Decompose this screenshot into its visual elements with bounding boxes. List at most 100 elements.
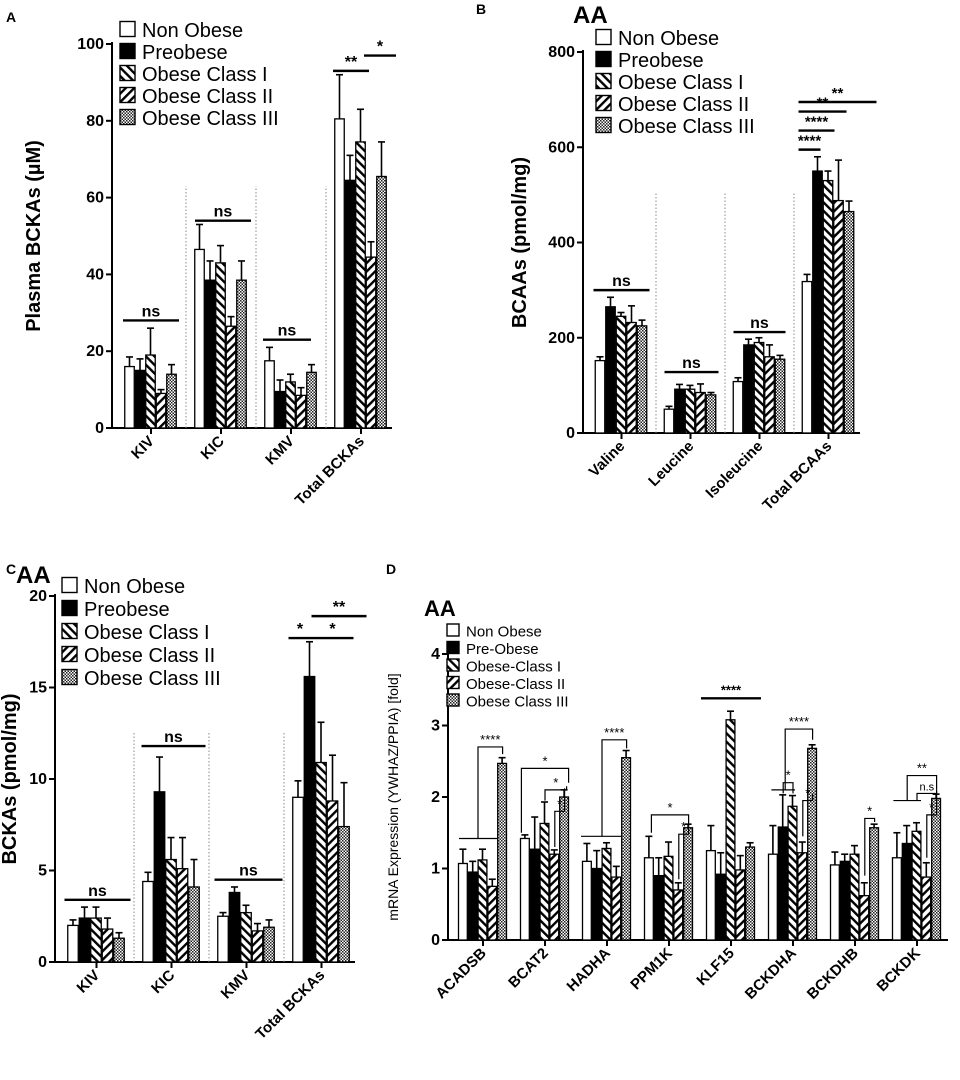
- bar: [338, 825, 350, 963]
- panel-label-c: C: [6, 561, 16, 577]
- sig-d-bckdha-3-text: *: [805, 786, 810, 801]
- bar: [236, 279, 247, 429]
- bar: [225, 325, 237, 429]
- bar: [674, 388, 685, 434]
- bar: [833, 199, 844, 434]
- bar: [901, 842, 912, 941]
- sig-d-ppm1k-1-text: *: [667, 800, 672, 815]
- sig-d-bckdha-2-bracket: [782, 782, 794, 794]
- sig-c-total-1-text: *: [297, 621, 304, 638]
- bar: [801, 280, 813, 434]
- sig-a-kic-text: ns: [214, 204, 233, 221]
- bar: [559, 796, 570, 941]
- sig-d-bckdhb-bracket: [864, 817, 876, 876]
- y-axis-label: mRNA Expression (YWHAZ/PPIA) [fold]: [385, 673, 401, 920]
- legend-swatch: [595, 94, 612, 112]
- sig-d-ppm1k-2-bracket: [678, 822, 690, 880]
- bar: [653, 875, 664, 941]
- bar: [715, 873, 726, 941]
- y-tick-label: 0: [431, 932, 440, 949]
- y-axis-label: BCAAs (pmol/mg): [509, 157, 531, 328]
- sig-c-total-3-text: **: [333, 599, 346, 616]
- bar: [594, 359, 606, 434]
- sig-d-bcat2-3-text: *: [557, 796, 562, 811]
- y-tick-label: 100: [77, 36, 104, 53]
- bar: [67, 924, 79, 963]
- y-tick-label: 600: [548, 139, 575, 156]
- bar: [355, 141, 366, 429]
- x-tick-label: Isoleucine: [702, 438, 766, 502]
- bar: [477, 859, 488, 941]
- sig-c-kic-text: ns: [164, 729, 183, 746]
- bar: [626, 321, 637, 434]
- sig-d-hadha-text: ****: [604, 725, 624, 740]
- y-tick-label: 40: [86, 266, 104, 283]
- sig-d-acadsb-text: ****: [480, 732, 500, 747]
- x-tick-label: Total BCKAs: [252, 967, 328, 1043]
- chart-title: AA: [573, 2, 608, 29]
- legend-swatch: [446, 640, 460, 655]
- bar: [695, 391, 706, 434]
- bar: [591, 867, 602, 941]
- sig-d-bckdha-1-text: ****: [789, 714, 809, 729]
- legend-swatch: [119, 86, 136, 104]
- panel-a-chart: 0 20 40 60 80 100 Plasma BCKAs (µM) KIV KIC KMVTo…: [23, 20, 396, 509]
- legend-swatch: [61, 576, 78, 594]
- y-tick-label: 80: [86, 113, 104, 130]
- sig-d-bcat2-1-bracket: [520, 767, 570, 833]
- legend-swatch: [446, 658, 460, 672]
- bar: [519, 837, 530, 941]
- bar: [529, 848, 540, 941]
- sig-d-bcat2-2-text: *: [553, 775, 558, 790]
- bar: [334, 118, 345, 429]
- sig-d-bcat2-1-text: *: [542, 753, 547, 768]
- y-tick-label: 1: [431, 861, 440, 878]
- x-tick-label: BCKDK: [874, 945, 924, 995]
- legend-label: Preobese: [84, 599, 170, 621]
- sig-a-total-2-text: *: [377, 39, 384, 56]
- sig-d-bckdha-2-text: *: [786, 768, 791, 783]
- bar: [467, 871, 478, 941]
- bar: [285, 381, 296, 429]
- bar: [849, 853, 860, 941]
- bar: [166, 373, 177, 429]
- x-tick-label: BCKDHA: [742, 945, 800, 1003]
- bar: [240, 911, 252, 963]
- bar: [732, 380, 744, 434]
- sig-d-bckdha-1-bracket: [784, 728, 814, 790]
- y-tick-label: 20: [29, 588, 47, 605]
- y-tick-label: 4: [431, 646, 440, 663]
- x-tick-label: KIC: [198, 433, 228, 463]
- bar: [601, 847, 612, 941]
- legend-label: Obese Class I: [142, 64, 268, 86]
- bar: [376, 175, 387, 429]
- bar: [263, 926, 275, 963]
- x-tick-label: Valine: [586, 438, 629, 481]
- bar: [822, 179, 834, 434]
- bar: [921, 876, 932, 941]
- sig-d-klf15-text: ****: [721, 682, 742, 697]
- sig-d-hadha-bracket: [601, 739, 628, 837]
- legend-label: Obese Class III: [618, 116, 755, 138]
- legend-label: Obese Class II: [618, 94, 749, 116]
- bar: [101, 928, 114, 963]
- bar: [705, 849, 716, 941]
- legend-label: Preobese: [618, 50, 704, 72]
- x-tick-label: KIV: [128, 433, 158, 463]
- panel-label-d: D: [386, 561, 396, 577]
- x-tick-label: Total BCAAs: [759, 438, 835, 514]
- chart-title: AA: [16, 562, 51, 589]
- bar: [113, 937, 125, 963]
- legend-swatch: [446, 623, 460, 637]
- sig-c-kiv-text: ns: [88, 883, 107, 900]
- bar: [155, 392, 167, 429]
- y-tick-label: 15: [29, 680, 47, 697]
- bar: [188, 886, 200, 963]
- bar: [365, 256, 377, 429]
- bar: [663, 408, 675, 434]
- legend-label: Obese Class I: [618, 72, 744, 94]
- x-tick-label: ACADSB: [432, 945, 490, 1003]
- legend-label: Obese-Class II: [466, 676, 565, 693]
- sig-b-total-4-text: **: [832, 85, 844, 102]
